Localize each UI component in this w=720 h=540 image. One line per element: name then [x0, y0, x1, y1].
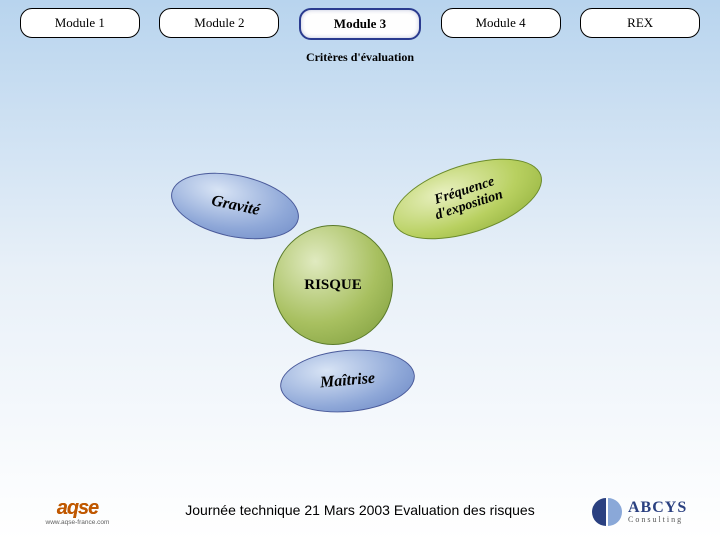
module-tabs: Module 1 Module 2 Module 3 Module 4 REX — [0, 8, 720, 40]
bubble-frequence: Fréquenced'exposition — [390, 165, 545, 233]
slide: Module 1 Module 2 Module 3 Module 4 REX … — [0, 0, 720, 540]
subtitle: Critères d'évaluation — [0, 50, 720, 65]
tab-label: Module 2 — [194, 15, 244, 31]
tab-rex[interactable]: REX — [580, 8, 700, 38]
logo-abcys: ABCYS Consulting — [590, 492, 700, 532]
logo-aqse: aqse www.aqse-france.com — [30, 492, 125, 532]
bubble-risque: RISQUE — [273, 225, 393, 345]
logo-abcys-mark — [590, 495, 624, 529]
tab-module-4[interactable]: Module 4 — [441, 8, 561, 38]
bubble-maitrise: Maîtrise — [280, 350, 415, 412]
bubble-label: RISQUE — [304, 277, 362, 294]
tab-label: Module 1 — [55, 15, 105, 31]
logo-aqse-subline: www.aqse-france.com — [46, 520, 110, 527]
tab-label: Module 3 — [334, 16, 386, 32]
tab-module-2[interactable]: Module 2 — [159, 8, 279, 38]
logo-abcys-name: ABCYS — [628, 500, 687, 516]
tab-module-1[interactable]: Module 1 — [20, 8, 140, 38]
logo-abcys-subline: Consulting — [628, 516, 687, 524]
logo-abcys-text: ABCYS Consulting — [628, 500, 687, 524]
tab-label: Module 4 — [475, 15, 525, 31]
tab-label: REX — [627, 15, 653, 31]
logo-aqse-text: aqse — [57, 497, 99, 520]
tab-module-3[interactable]: Module 3 — [299, 8, 421, 40]
